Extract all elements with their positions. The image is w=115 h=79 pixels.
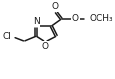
Text: N: N	[33, 17, 39, 26]
Text: OCH₃: OCH₃	[89, 15, 112, 23]
Text: O: O	[71, 15, 78, 23]
Text: O: O	[51, 2, 58, 11]
Text: O: O	[41, 42, 48, 51]
Text: Cl: Cl	[2, 32, 11, 41]
